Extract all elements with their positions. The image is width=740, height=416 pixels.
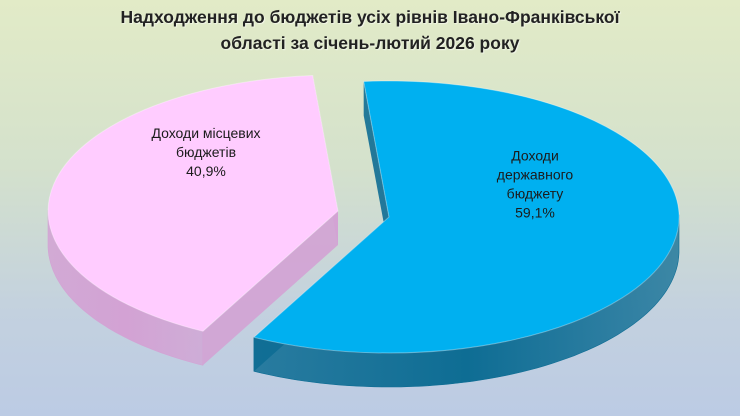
- pie-slice-name-line: Доходи місцевих: [151, 125, 260, 141]
- chart-title: Надходження до бюджетів усіх рівнів Іван…: [40, 4, 700, 56]
- pie-slice-value-label: 40,9%: [186, 163, 226, 179]
- chart-title-line-1: Надходження до бюджетів усіх рівнів Іван…: [120, 7, 620, 27]
- pie-slice-wall: [47, 210, 204, 366]
- pie-slice-name-line: Доходи: [511, 148, 559, 164]
- pie-slice-label-0: Доходи державного бюджету 59,1%: [497, 148, 574, 221]
- pie-slice-label-1: Доходи місцевих бюджетів 40,9%: [151, 125, 260, 179]
- pie-slice-1: [47, 74, 339, 332]
- pie-slice-0: [252, 80, 680, 354]
- pie-slice-value-label: 59,1%: [515, 205, 555, 221]
- pie-slice-name-line: бюджетів: [176, 144, 236, 160]
- pie-slice-cut-face: [363, 81, 389, 251]
- pie-slice-cut-face: [202, 211, 338, 366]
- pie-slice-name-line: державного: [497, 167, 574, 183]
- chart-title-line-2: області за січень-лютий 2026 року: [220, 33, 520, 53]
- pie-slice-name-line: бюджету: [507, 186, 564, 202]
